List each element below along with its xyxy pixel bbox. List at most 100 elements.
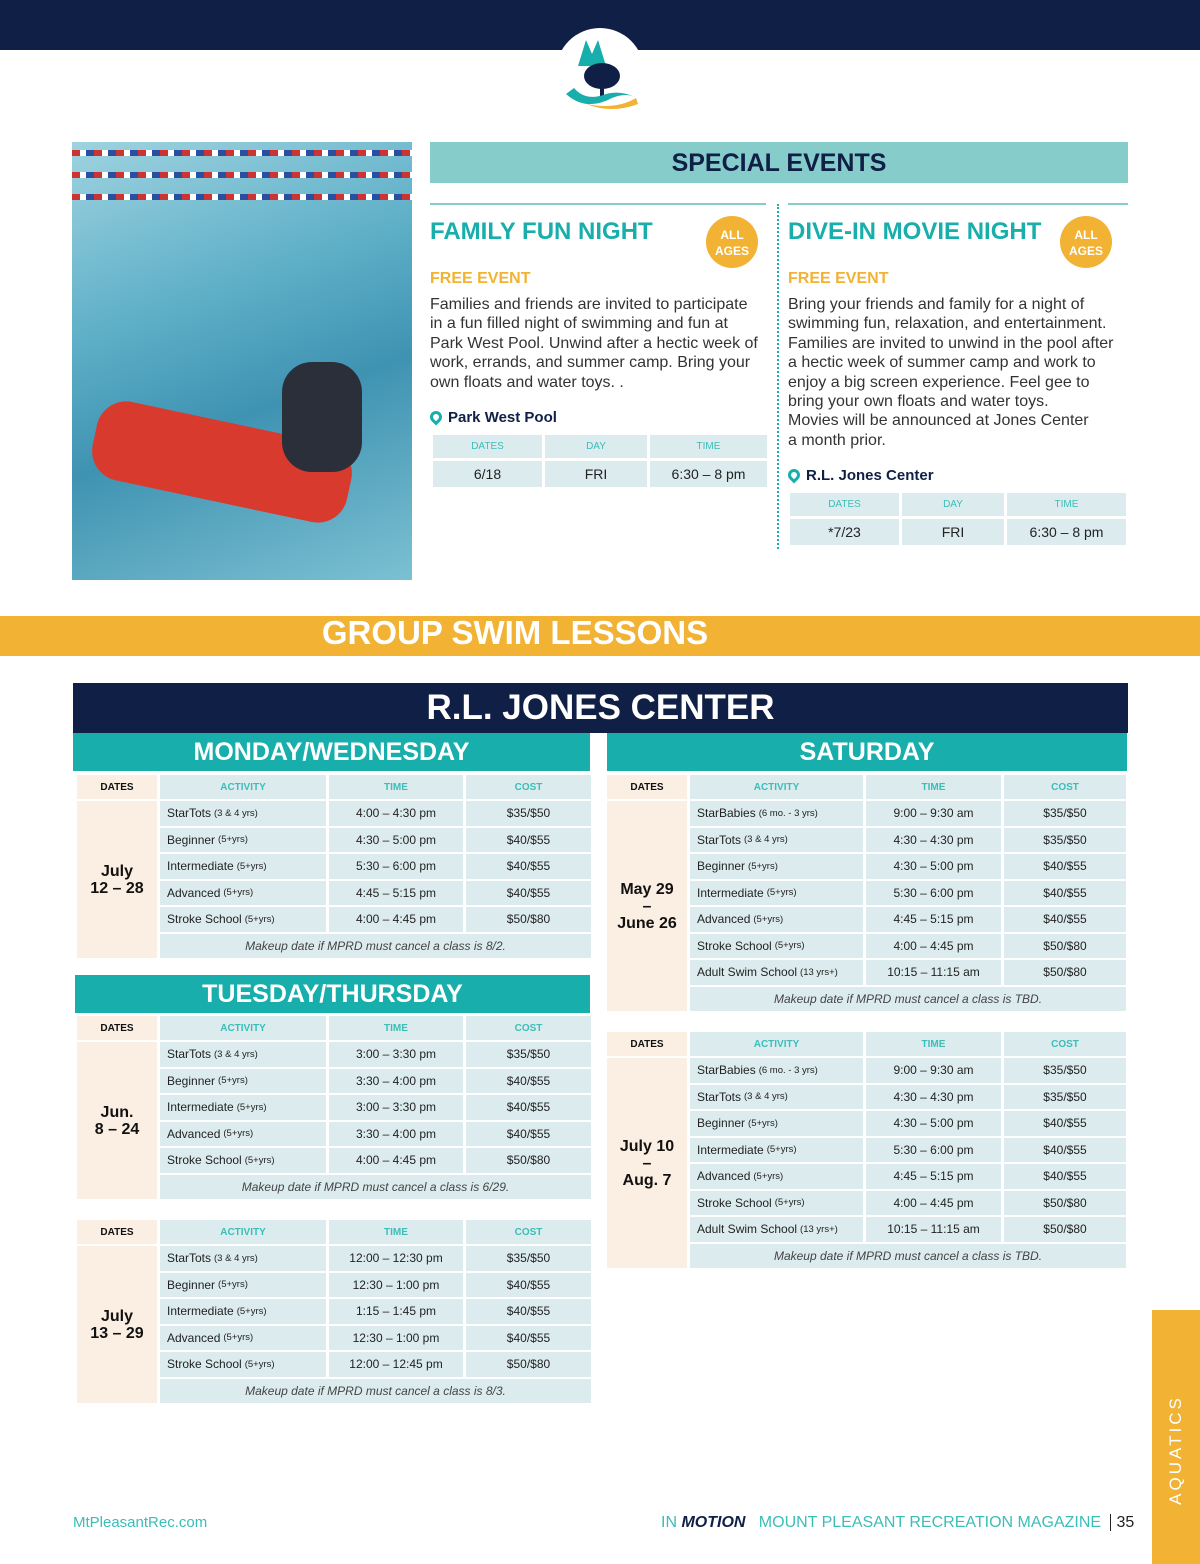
activity-age: (6 mo. - 3 yrs) [758, 807, 818, 819]
col-header: DATES [607, 775, 687, 799]
desc-line: in a fun filled night of swimming and fu… [430, 315, 728, 333]
time-cell: 4:00 – 4:45 pm [866, 1190, 1001, 1215]
aquatics-side-tab: AQUATICS [1152, 1310, 1200, 1564]
col-header: COST [1004, 1032, 1126, 1056]
cost-cell: $40/$55 [1004, 854, 1126, 879]
time-cell: 9:00 – 9:30 am [866, 1058, 1001, 1083]
activity-name: StarTots [697, 832, 742, 847]
event-description: Bring your friends and family for a nigh… [788, 295, 1128, 450]
location-pin-icon [785, 466, 803, 484]
event-location: Park West Pool [427, 408, 557, 426]
location-name: R.L. Jones Center [806, 467, 934, 484]
col-header: TIME [866, 1032, 1001, 1056]
lesson-table: DATES ACTIVITY TIME COST July 10– Aug. 7 StarB… [607, 1032, 1129, 1270]
desc-line: Park West Pool. Unwind after a hectic we… [430, 334, 758, 352]
time-cell: 3:30 – 4:00 pm [329, 1068, 463, 1093]
event-location: R.L. Jones Center [785, 466, 934, 484]
activity-age: (5+yrs) [223, 887, 254, 899]
time-cell: 4:00 – 4:45 pm [329, 907, 463, 932]
activity-cell: Adult Swim School (13 yrs+) [690, 960, 863, 985]
desc-line: a month prior. [788, 431, 886, 449]
date-line: May 29 [620, 880, 674, 898]
cost-cell: $35/$50 [1004, 1058, 1126, 1083]
magazine-footer: IN MOTION MOUNT PLEASANT RECREATION MAGA… [661, 1514, 1135, 1532]
activity-cell: Advanced (5+yrs) [160, 1121, 326, 1146]
table-row: StarTots (3 & 4 yrs) 12:00 – 12:30 pm $35/$… [160, 1246, 594, 1273]
activity-age: (5+yrs) [774, 940, 805, 952]
activity-age: (3 & 4 yrs) [744, 834, 788, 846]
desc-line: work, errands, and summer camp. Bring yo… [430, 354, 751, 372]
cost-cell: $40/$55 [466, 880, 591, 905]
special-events-banner: SPECIAL EVENTS [430, 142, 1128, 183]
table-row: Advanced (5+yrs) 12:30 – 1:00 pm $40/$55 [160, 1325, 594, 1353]
table-row: StarTots (3 & 4 yrs) 4:30 – 4:30 pm $35/$50 [690, 827, 1129, 855]
badge-line: ALL [1074, 228, 1098, 242]
activity-age: (5+yrs) [236, 1305, 267, 1317]
time-cell: 4:00 – 4:45 pm [329, 1148, 463, 1173]
activity-name: StarTots [167, 806, 212, 821]
activity-name: Stroke School [697, 1195, 772, 1210]
activity-age: (5+yrs) [236, 1101, 267, 1113]
activity-cell: Beginner (5+yrs) [160, 827, 326, 852]
center-title: R.L. JONES CENTER [73, 683, 1128, 733]
date-range: May 29– June 26 [607, 801, 687, 1011]
table-header: DATES ACTIVITY TIME COST [77, 1016, 594, 1040]
col-header: ACTIVITY [690, 1032, 863, 1056]
table-row: Intermediate (5+yrs) 5:30 – 6:00 pm $40/$55 [160, 854, 594, 881]
event-description: Families and friends are invited to part… [430, 295, 770, 392]
activity-name: Intermediate [697, 1142, 764, 1157]
table-row: Beginner (5+yrs) 4:30 – 5:00 pm $40/$55 [160, 827, 594, 855]
table-row: Advanced (5+yrs) 3:30 – 4:00 pm $40/$55 [160, 1121, 594, 1149]
table-row: StarTots (3 & 4 yrs) 3:00 – 3:30 pm $35/$50 [160, 1042, 594, 1069]
makeup-note: Makeup date if MPRD must cancel a class … [690, 1243, 1126, 1268]
event-time: 6:30 – 8 pm [1007, 519, 1126, 545]
cost-cell: $40/$55 [466, 854, 591, 879]
activity-cell: Advanced (5+yrs) [160, 1325, 326, 1350]
website-link[interactable]: MtPleasantRec.com [73, 1514, 208, 1531]
time-cell: 4:30 – 5:00 pm [329, 827, 463, 852]
footer-magazine-name: MOUNT PLEASANT RECREATION MAGAZINE [758, 1514, 1102, 1531]
table-row: StarTots (3 & 4 yrs) 4:30 – 4:30 pm $35/$50 [690, 1084, 1129, 1112]
time-cell: 4:45 – 5:15 pm [866, 1164, 1001, 1189]
activity-age: (5+yrs) [218, 834, 248, 846]
table-row: Beginner (5+yrs) 4:30 – 5:00 pm $40/$55 [690, 854, 1129, 881]
cost-cell: $40/$55 [466, 1325, 591, 1350]
date-line: 13 – 29 [90, 1324, 144, 1342]
activity-age: (5+yrs) [766, 887, 797, 899]
col-header: DAY [545, 435, 647, 458]
activity-name: Advanced [697, 912, 751, 927]
activity-name: Advanced [167, 1330, 221, 1345]
badge-line: ALL [720, 228, 744, 242]
lesson-table: DATES ACTIVITY TIME COST May 29– June 26 StarB… [607, 775, 1129, 1013]
event-schedule-table: DATES DAY TIME 6/18 FRI 6:30 – 8 pm [433, 435, 767, 487]
col-header: ACTIVITY [160, 1016, 326, 1040]
time-cell: 5:30 – 6:00 pm [866, 1137, 1001, 1162]
date-range: July 12 – 28 [77, 801, 157, 958]
activity-name: Adult Swim School [697, 1222, 798, 1237]
activity-name: Advanced [167, 1126, 221, 1141]
desc-line: enjoy a big screen experience. Feel gee … [788, 373, 1090, 391]
time-cell: 1:15 – 1:45 pm [329, 1299, 463, 1324]
table-row: Beginner (5+yrs) 4:30 – 5:00 pm $40/$55 [690, 1111, 1129, 1138]
time-cell: 12:00 – 12:45 pm [329, 1352, 463, 1377]
side-tab-label: AQUATICS [1166, 1395, 1185, 1505]
activity-name: Beginner [167, 1277, 216, 1292]
time-cell: 5:30 – 6:00 pm [329, 854, 463, 879]
time-cell: 4:45 – 5:15 pm [329, 880, 463, 905]
location-name: Park West Pool [448, 409, 557, 426]
activity-age: (13 yrs+) [800, 1223, 838, 1235]
time-cell: 3:00 – 3:30 pm [329, 1095, 463, 1120]
activity-name: StarTots [697, 1089, 742, 1104]
activity-name: StarBabies [697, 806, 756, 821]
table-header: DATES ACTIVITY TIME COST [77, 1220, 594, 1244]
free-event-label: FREE EVENT [788, 270, 889, 287]
table-row: Stroke School (5+yrs) 4:00 – 4:45 pm $50/$8… [690, 1190, 1129, 1218]
table-row: StarBabies (6 mo. - 3 yrs) 9:00 – 9:30 am $… [690, 801, 1129, 828]
activity-name: Stroke School [167, 912, 242, 927]
activity-name: StarTots [167, 1251, 212, 1266]
col-header: TIME [866, 775, 1001, 799]
activity-cell: Stroke School (5+yrs) [690, 1190, 863, 1215]
activity-cell: StarBabies (6 mo. - 3 yrs) [690, 1058, 863, 1083]
date-line: – [642, 897, 652, 915]
time-cell: 10:15 – 11:15 am [866, 960, 1001, 985]
